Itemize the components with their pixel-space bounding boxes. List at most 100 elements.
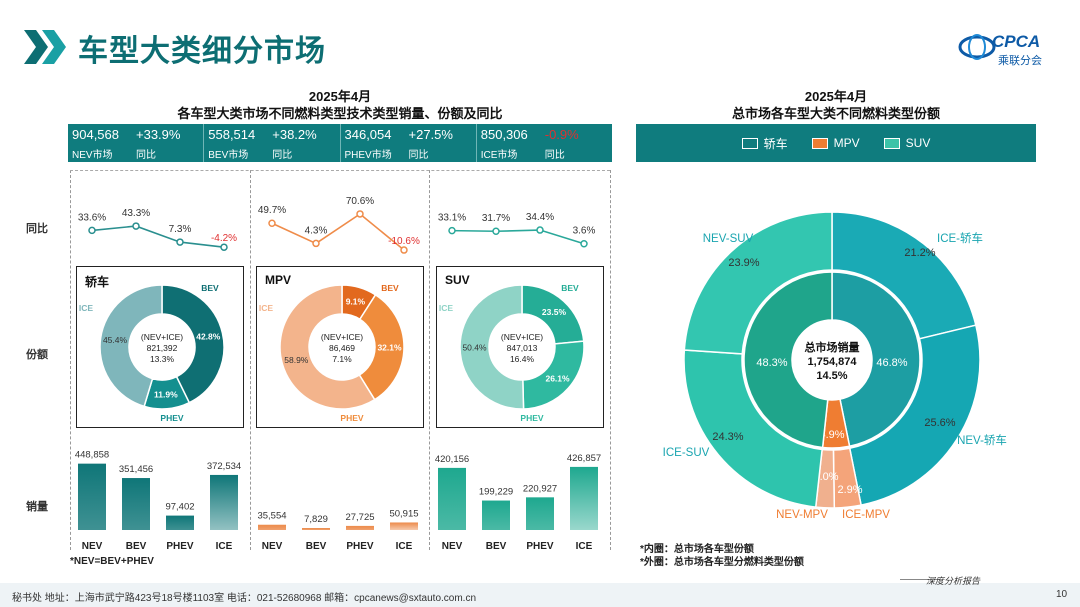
panel-divider xyxy=(250,170,251,550)
left-chart-title-line2: 各车型大类市场不同燃料类型技术类型销量、份额及同比 xyxy=(177,106,503,121)
donut-slice xyxy=(358,293,405,401)
yoy-point xyxy=(536,226,544,234)
sales-value-label: 199,229 xyxy=(479,487,513,498)
yoy-point xyxy=(88,226,96,235)
sales-value-label: 351,456 xyxy=(119,464,153,475)
kpi-label: ICE市场 xyxy=(480,150,518,161)
donut-category-label: PHEV xyxy=(160,413,183,423)
yoy-label: -10.6% xyxy=(388,236,420,247)
category-tick-label: NEV xyxy=(442,541,463,552)
page-title: 车型大类细分市场 xyxy=(78,35,326,68)
yoy-label: 31.7% xyxy=(482,213,510,224)
panel-divider xyxy=(429,170,430,550)
footer-rule xyxy=(900,579,940,580)
yoy-point xyxy=(132,222,140,230)
kpi-label: PHEV市场 xyxy=(344,150,392,161)
cpca-logo: CPCA 乘联分会 xyxy=(958,30,1058,70)
category-tick-label: ICE xyxy=(576,541,593,552)
sales-value-label: 448,858 xyxy=(75,450,109,461)
sales-value-label: 97,402 xyxy=(165,502,194,513)
yoy-point xyxy=(268,219,276,227)
donut-category-label: ICE xyxy=(439,303,454,313)
legend-label: 轿车 xyxy=(763,136,788,151)
yoy-point xyxy=(356,210,364,218)
sales-bar xyxy=(122,478,150,530)
legend-label: MPV xyxy=(833,136,860,150)
footer-contact: 秘书处 地址：上海市武宁路423号18号楼1103室 电话：021-526809… xyxy=(12,593,477,604)
legend-label: SUV xyxy=(905,136,931,150)
category-tick-label: PHEV xyxy=(526,541,554,552)
yoy-point xyxy=(312,239,320,248)
donut-center-share: 7.1% xyxy=(332,354,352,364)
formula-note: *NEV=BEV+PHEV xyxy=(70,556,154,567)
kpi-yoy: +38.2% xyxy=(272,127,317,142)
outer-ring-percent: 25.6% xyxy=(924,417,955,429)
donut-percent-label: 42.8% xyxy=(196,331,221,341)
kpi-value: 850,306 xyxy=(480,127,528,142)
donut-percent-label: 45.4% xyxy=(103,335,128,345)
yoy-point xyxy=(220,243,228,251)
kpi-bar: 904,568 +33.9% NEV市场 同比 558,514 +38.2% B… xyxy=(68,124,612,162)
kpi-yoy: +33.9% xyxy=(136,127,181,142)
category-tick-label: PHEV xyxy=(166,541,194,552)
sales-value-label: 7,829 xyxy=(304,514,328,525)
donut-percent-label: 23.5% xyxy=(542,307,567,317)
donut-percent-label: 11.9% xyxy=(154,389,178,399)
category-tick-label: ICE xyxy=(396,541,413,552)
outer-ring-percent: 23.9% xyxy=(728,257,759,269)
right-chart-title-line1: 2025年4月 xyxy=(804,89,868,104)
outer-ring-label: NEV-SUV xyxy=(703,233,754,245)
yoy-label: 33.6% xyxy=(78,212,106,223)
sales-bar xyxy=(78,463,106,530)
outer-ring-slice xyxy=(848,324,981,506)
yoy-label: 70.6% xyxy=(346,196,374,207)
donut-category-label: BEV xyxy=(381,283,399,293)
yoy-label: 7.3% xyxy=(169,224,192,235)
left-chart-title-line1: 2025年4月 xyxy=(308,89,372,104)
donut-category-label: PHEV xyxy=(520,413,543,423)
page-number: 10 xyxy=(1056,589,1068,600)
inner-ring-percent: 48.3% xyxy=(756,357,787,369)
panel-divider xyxy=(70,170,71,550)
panel-name: 轿车 xyxy=(85,275,110,289)
legend-item-sedan: 轿车 xyxy=(741,135,788,152)
donut-percent-label: 9.1% xyxy=(346,296,366,306)
kpi-yoy-label: 同比 xyxy=(272,150,293,161)
donut-slice xyxy=(99,284,163,408)
yoy-label: 4.3% xyxy=(305,225,328,236)
legend-swatch xyxy=(741,137,758,149)
kpi-bev: 558,514 +38.2% BEV市场 同比 xyxy=(204,124,341,162)
panel-divider xyxy=(610,170,611,550)
outer-ring-label: NEV-轿车 xyxy=(957,433,1007,447)
donut-category-label: ICE xyxy=(79,303,94,313)
footer-report-tag: 深度分析报告 xyxy=(926,576,981,586)
donut-percent-label: 58.9% xyxy=(284,355,309,365)
category-tick-label: BEV xyxy=(126,541,147,552)
donut-center-share: 13.3% xyxy=(150,354,175,364)
outer-ring-percent: 2.9% xyxy=(837,484,862,496)
sales-value-label: 372,534 xyxy=(207,461,241,472)
sales-bar xyxy=(438,467,466,530)
donut-percent-label: 32.1% xyxy=(377,342,402,352)
sales-bar xyxy=(166,515,194,530)
category-tick-label: NEV xyxy=(262,541,283,552)
sunburst-center-value: 1,754,874 xyxy=(808,356,858,368)
donut-center-label: (NEV+ICE) xyxy=(501,332,543,342)
kpi-yoy-label: 同比 xyxy=(544,150,565,161)
left-chart-title: 2025年4月 各车型大类市场不同燃料类型技术类型销量、份额及同比 xyxy=(68,88,612,122)
donut-category-label: BEV xyxy=(561,283,579,293)
sunburst-center-share: 14.5% xyxy=(816,370,847,382)
sales-value-label: 420,156 xyxy=(435,454,469,465)
outer-ring-label: ICE-SUV xyxy=(663,447,710,459)
outer-ring-label: ICE-轿车 xyxy=(937,231,983,245)
inner-ring-note: *内圈：总市场各车型份额 xyxy=(640,544,754,555)
kpi-yoy-label: 同比 xyxy=(136,150,156,161)
yoy-label: 34.4% xyxy=(526,212,554,223)
yoy-point xyxy=(448,226,456,235)
donut-slice xyxy=(459,284,525,410)
sales-bar xyxy=(302,528,330,530)
legend-bar: 轿车 MPV SUV xyxy=(636,124,1036,162)
row-label-yoy: 同比 xyxy=(26,223,48,235)
legend-swatch xyxy=(811,137,828,149)
outer-ring-percent: 21.2% xyxy=(904,247,935,259)
